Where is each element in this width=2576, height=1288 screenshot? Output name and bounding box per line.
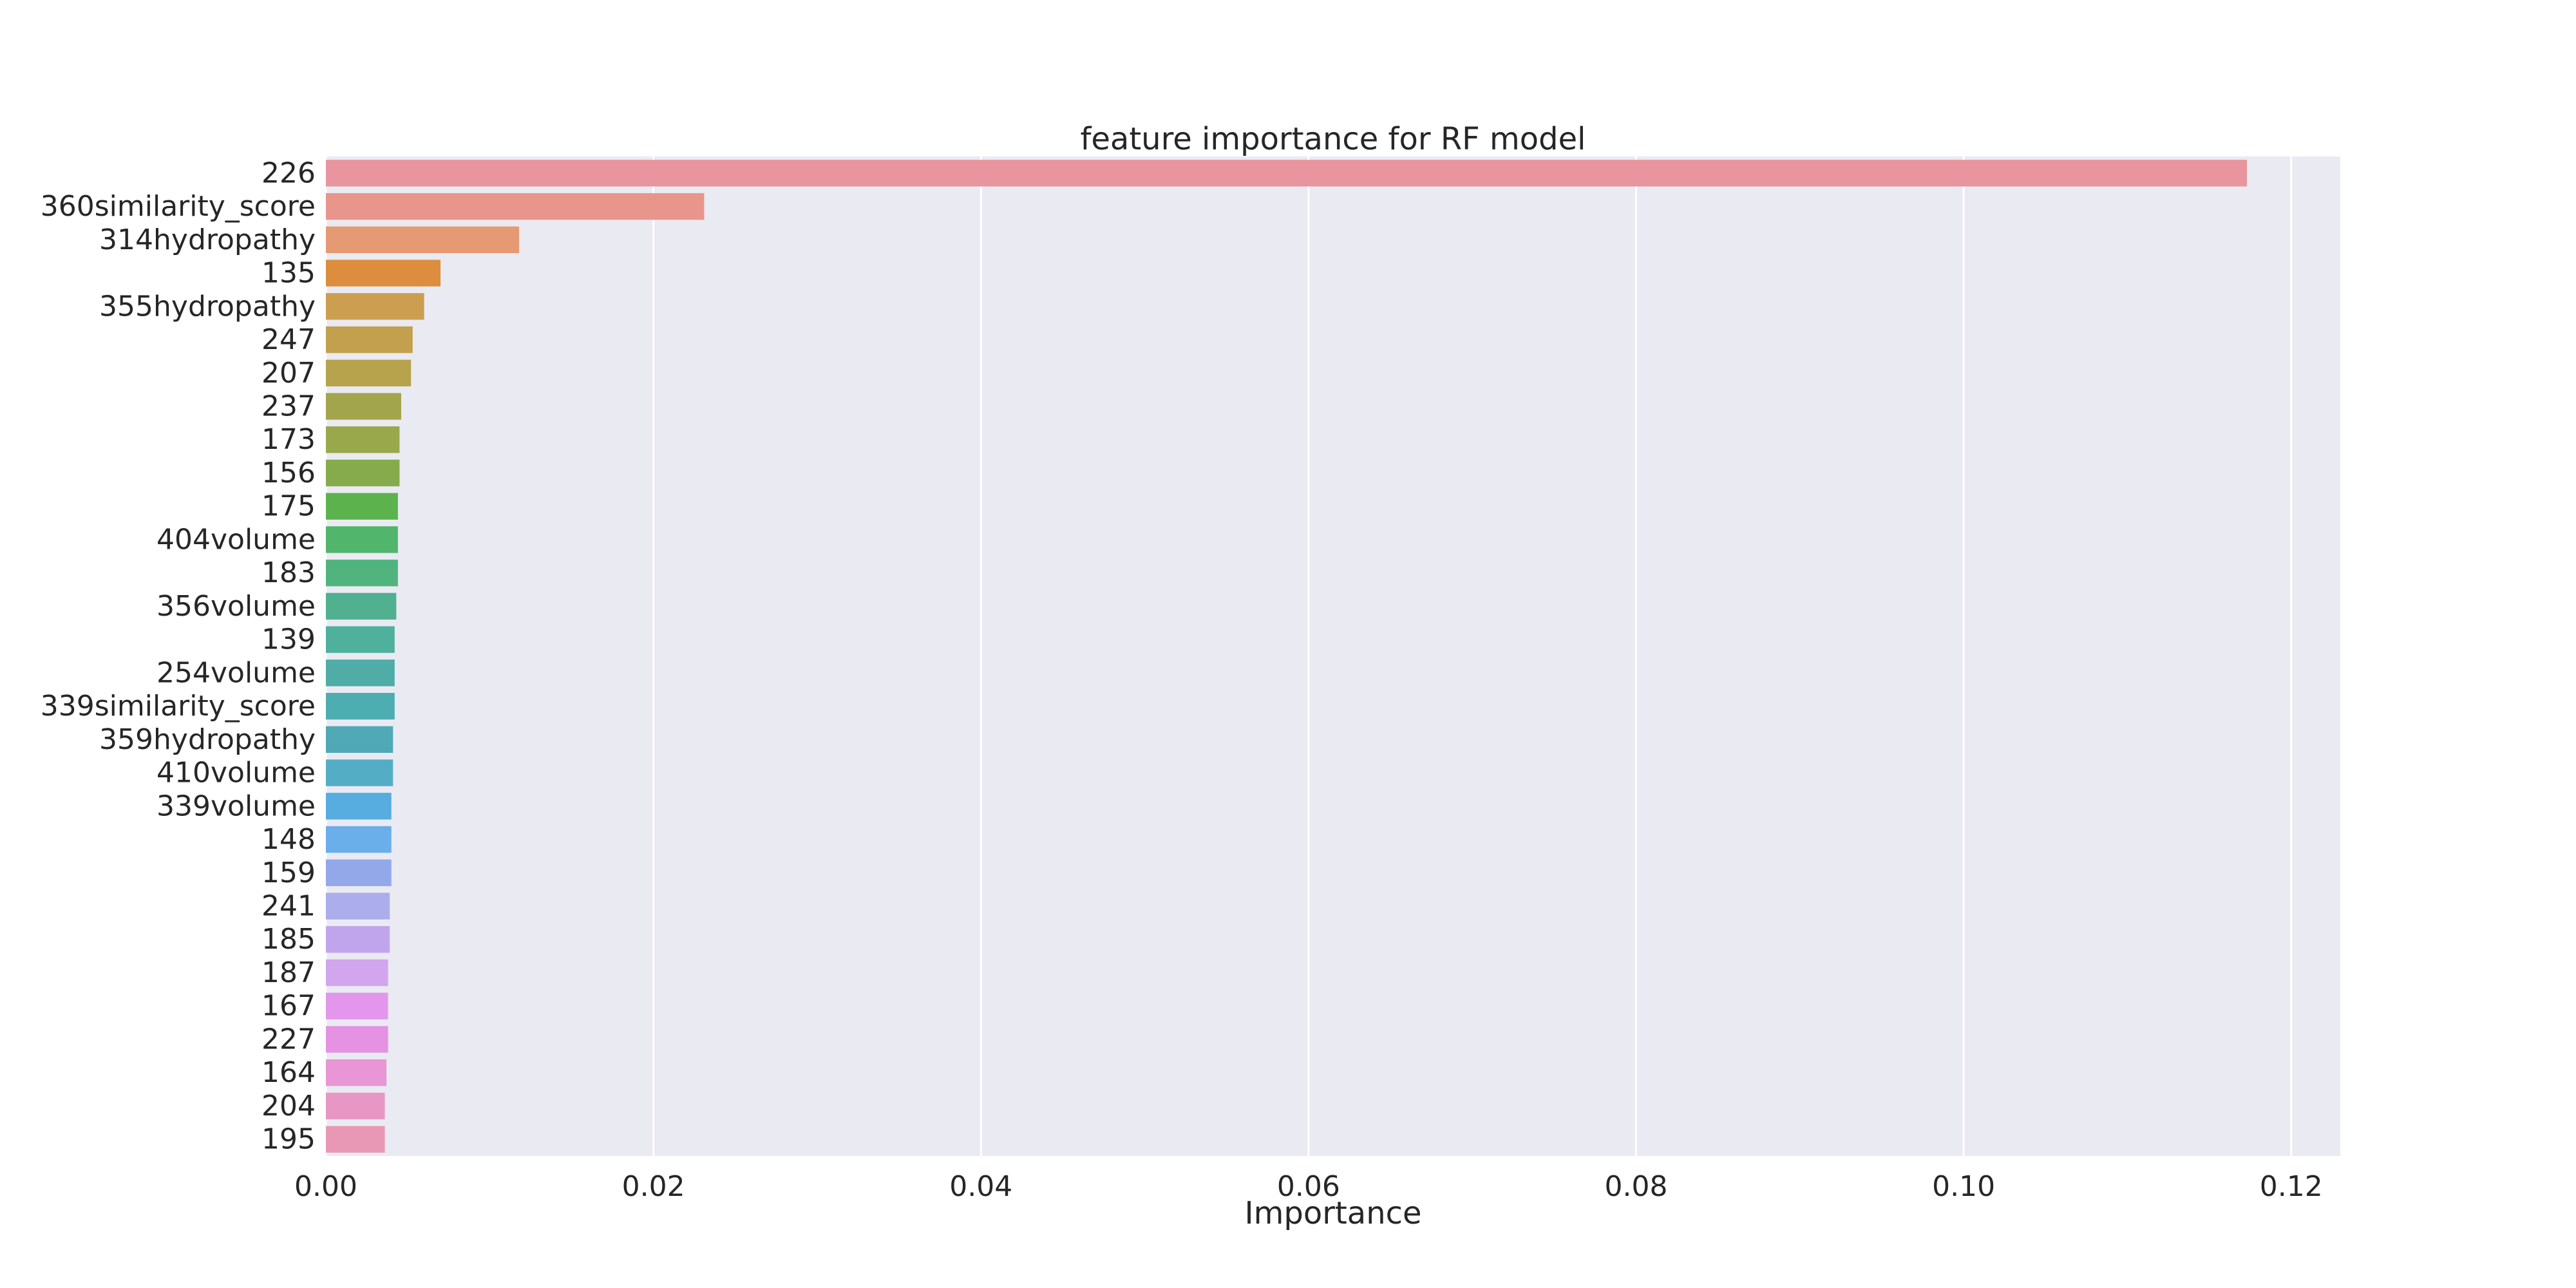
y-tick-label: 175 (261, 490, 316, 523)
y-tick-label: 204 (261, 1090, 316, 1122)
x-tick-label: 0.12 (2260, 1170, 2323, 1203)
y-tick-label: 339volume (156, 790, 316, 822)
x-tick-label: 0.00 (294, 1170, 357, 1203)
bar-360similarity_score (326, 193, 705, 220)
y-tick-labels: 226360similarity_score314hydropathy13535… (41, 156, 316, 1155)
grid-lines (325, 156, 2293, 1156)
y-tick-label: 410volume (156, 757, 316, 790)
y-tick-label: 356volume (156, 590, 316, 623)
chart-title: feature importance for RF model (1081, 121, 1586, 157)
x-tick-labels: 0.00 0.02 0.04 0.06 0.08 0.10 0.12 (294, 1170, 2323, 1203)
bar-195 (326, 1126, 385, 1153)
bar-204 (326, 1092, 385, 1120)
x-axis-label: Importance (1244, 1195, 1421, 1231)
y-tick-label: 241 (261, 890, 316, 923)
bar-156 (326, 459, 400, 487)
bar-410volume (326, 759, 393, 786)
y-tick-label: 207 (261, 357, 316, 390)
bar-139 (326, 626, 395, 653)
y-tick-label: 159 (261, 857, 316, 889)
y-tick-label: 339similarity_score (41, 690, 316, 723)
bars (326, 160, 2248, 1153)
y-tick-label: 139 (261, 623, 316, 656)
y-tick-label: 404volume (156, 523, 316, 556)
bar-164 (326, 1059, 387, 1086)
bar-185 (326, 926, 390, 953)
y-tick-label: 227 (261, 1023, 316, 1056)
y-tick-label: 167 (261, 990, 316, 1023)
bar-159 (326, 859, 392, 886)
x-tick-label: 0.04 (949, 1170, 1012, 1203)
y-tick-label: 359hydropathy (99, 723, 316, 756)
y-tick-label: 254volume (156, 656, 316, 689)
y-tick-label: 164 (261, 1056, 316, 1089)
y-tick-label: 187 (261, 956, 316, 989)
bar-167 (326, 992, 388, 1019)
y-tick-label: 355hydropathy (99, 290, 316, 323)
x-tick-label: 0.02 (622, 1170, 685, 1203)
y-tick-label: 173 (261, 423, 316, 456)
x-tick-label: 0.06 (1277, 1170, 1340, 1203)
bar-183 (326, 559, 398, 587)
bar-227 (326, 1026, 388, 1053)
x-tick-label: 0.08 (1604, 1170, 1667, 1203)
y-tick-label: 247 (261, 323, 316, 356)
bar-355hydropathy (326, 293, 424, 320)
bar-241 (326, 893, 390, 920)
bar-173 (326, 426, 400, 453)
y-tick-label: 135 (261, 257, 316, 290)
bar-175 (326, 493, 398, 520)
bar-237 (326, 393, 401, 420)
bar-359hydropathy (326, 726, 393, 753)
bar-314hydropathy (326, 226, 520, 254)
y-tick-label: 148 (261, 823, 316, 856)
bar-187 (326, 959, 388, 987)
y-tick-label: 237 (261, 390, 316, 423)
bar-339volume (326, 793, 392, 820)
bar-148 (326, 826, 392, 853)
y-tick-label: 156 (261, 457, 316, 489)
bar-356volume (326, 592, 397, 620)
bar-247 (326, 326, 413, 354)
y-tick-label: 195 (261, 1123, 316, 1156)
bar-226 (326, 160, 2248, 187)
bar-404volume (326, 526, 398, 553)
y-tick-label: 183 (261, 556, 316, 589)
bar-254volume (326, 659, 395, 687)
y-tick-label: 314hydropathy (99, 223, 316, 256)
y-tick-label: 226 (261, 156, 316, 189)
bar-339similarity_score (326, 692, 395, 720)
y-tick-label: 360similarity_score (41, 190, 316, 223)
plot-area (326, 156, 2340, 1156)
x-tick-label: 0.10 (1932, 1170, 1995, 1203)
bar-207 (326, 359, 412, 386)
y-tick-label: 185 (261, 923, 316, 956)
bar-135 (326, 260, 441, 287)
